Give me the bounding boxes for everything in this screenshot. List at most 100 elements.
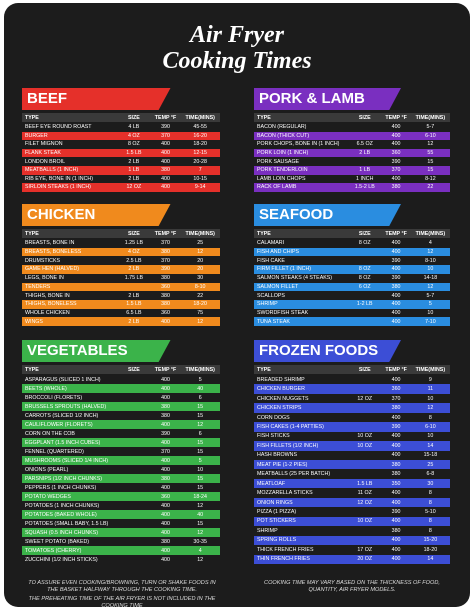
table-cell: LEGS, BONE IN bbox=[25, 275, 64, 282]
table-cell: 380 bbox=[161, 403, 170, 410]
table-cell: LAMB LOIN CHOPS bbox=[257, 175, 306, 182]
table-cell: CORN ON THE COB bbox=[25, 430, 75, 437]
table-row: PORK SAUSAGE 390 15 bbox=[254, 157, 450, 166]
table-cell: 4 OZ bbox=[127, 132, 140, 139]
column-label: TIME(MINS) bbox=[185, 230, 215, 237]
table-row: CAULIFLOWER (FLORETS) 400 12 bbox=[22, 420, 220, 429]
table-cell: SHRIMP bbox=[257, 527, 278, 534]
column-header: TYPE SIZE TEMP °F TIME(MINS) bbox=[254, 113, 450, 122]
table-cell: MOZZARELLA STICKS bbox=[257, 490, 313, 497]
table-cell: 17 OZ bbox=[357, 546, 373, 553]
table-cell: 380 bbox=[391, 471, 401, 478]
title-line: Cooking Times bbox=[162, 48, 312, 74]
table-cell: BEEF EYE ROUND ROAST bbox=[25, 124, 92, 131]
table-cell: 400 bbox=[391, 266, 401, 273]
table-row: TUNA STEAK 400 7-10 bbox=[254, 317, 450, 326]
table-cell: 400 bbox=[391, 499, 401, 506]
table-cell: BACON (REGULAR) bbox=[257, 124, 307, 131]
table-row: LEGS, BONE IN 1.75 LB 380 30 bbox=[22, 273, 220, 283]
table-cell: 400 bbox=[391, 240, 401, 247]
table-cell: 2 LB bbox=[128, 292, 140, 299]
table-cell: 14 bbox=[427, 442, 434, 449]
table-cell: 20 bbox=[197, 257, 204, 264]
table-cell: BACON (THICK CUT) bbox=[257, 132, 310, 139]
table-cell: CARROTS (SLICED 1/2 INCH) bbox=[25, 412, 99, 419]
section-title: VEGETABLES bbox=[22, 340, 171, 362]
column-label: TEMP °F bbox=[385, 366, 407, 373]
table-cell: 8 OZ bbox=[127, 141, 140, 148]
table-row: BREADED SHRIMP 400 9 bbox=[254, 375, 450, 385]
table-row: TENDERS 360 8-10 bbox=[22, 282, 220, 292]
table-cell: 7-10 bbox=[425, 318, 436, 325]
table-cell: 1-2 LB bbox=[356, 301, 373, 308]
table-cell: SQUASH (0.5 INCH CHUNKS) bbox=[25, 529, 98, 536]
table-cell: 370 bbox=[161, 448, 170, 455]
table-cell: POTATO WEDGES bbox=[25, 493, 71, 500]
table-cell: 400 bbox=[391, 309, 401, 316]
table-cell: PORK SAUSAGE bbox=[257, 158, 300, 165]
table-row: BACON (REGULAR) 400 5-7 bbox=[254, 123, 450, 132]
table-row: MUSHROOMS (SLICED 1/4 INCH) 400 5 bbox=[22, 456, 220, 465]
footer-note: THE PREHEATING TIME OF THE AIR FRYER IS … bbox=[28, 596, 216, 609]
table-cell: TOMATOES (CHERRY) bbox=[25, 547, 82, 554]
table-row: FLANK STEAK 1.5 LB 400 12-15 bbox=[22, 148, 220, 158]
table-row: CHICKEN BURGER 360 11 bbox=[254, 384, 450, 394]
table-cell: 400 bbox=[161, 150, 170, 157]
table-row: SQUASH (0.5 INCH CHUNKS) 400 12 bbox=[22, 528, 220, 537]
table-cell: 400 bbox=[391, 452, 401, 459]
section-title: FROZEN FOODS bbox=[254, 340, 401, 362]
table-row: FISH CAKES (1-4 PATTIES) 390 6-10 bbox=[254, 422, 450, 432]
table-row: WHOLE CHICKEN 6.5 LB 360 75 bbox=[22, 308, 220, 318]
table-cell: 1 LB bbox=[128, 167, 140, 174]
table-cell: POTATOES (SMALL BABY, 1.5 LB) bbox=[25, 520, 109, 527]
column-label: TEMP °F bbox=[385, 114, 407, 121]
table-cell: THICK FRENCH FRIES bbox=[257, 546, 314, 553]
table-cell: 1.5 LB bbox=[357, 480, 373, 487]
table-cell: 380 bbox=[391, 405, 401, 412]
column-label: TYPE bbox=[25, 366, 39, 373]
table-cell: BURGER bbox=[25, 132, 48, 139]
table-cell: 12-15 bbox=[193, 150, 207, 157]
table-cell: BREADED SHRIMP bbox=[257, 376, 305, 383]
table-cell: 380 bbox=[161, 167, 170, 174]
table-cell: 15-20 bbox=[423, 537, 438, 544]
table-cell: EGGPLANT (1.5 INCH CUBES) bbox=[25, 439, 101, 446]
table-row: ONIONS (PEARL) 400 10 bbox=[22, 465, 220, 474]
table-cell: 370 bbox=[161, 132, 170, 139]
table-cell: 370 bbox=[161, 257, 170, 264]
table-cell: 1.5 LB bbox=[126, 150, 142, 157]
table-cell: 400 bbox=[391, 376, 401, 383]
table-row: SHRIMP 1-2 LB 400 5 bbox=[254, 299, 450, 309]
section-title: CHICKEN bbox=[22, 204, 171, 226]
table-cell: 400 bbox=[161, 466, 170, 473]
table-cell: 15 bbox=[197, 403, 204, 410]
table-cell: 1.75 LB bbox=[124, 275, 143, 282]
table-row: CALAMARI 8 OZ 400 4 bbox=[254, 239, 450, 248]
table-cell: 400 bbox=[391, 124, 401, 131]
table-row: POTATO WEDGES 360 18-24 bbox=[22, 492, 220, 501]
table-row: MEATLOAF 1.5 LB 350 30 bbox=[254, 478, 450, 489]
table-cell: 10 OZ bbox=[357, 442, 373, 449]
table-cell: 390 bbox=[161, 430, 170, 437]
table-cell: 360 bbox=[161, 493, 170, 500]
table-cell: 400 bbox=[161, 394, 170, 401]
table-row: HASH BROWNS 400 15-18 bbox=[254, 450, 450, 461]
table-cell: LONDON BROIL bbox=[25, 158, 66, 165]
column-label: TYPE bbox=[25, 230, 39, 237]
table-row: RIB EYE, BONE IN (1 INCH) 2 LB 400 10-15 bbox=[22, 174, 220, 184]
table-cell: 400 bbox=[391, 175, 401, 182]
table-cell: 400 bbox=[161, 439, 170, 446]
table-cell: 8 bbox=[428, 518, 432, 525]
table-row: MEATBALLS (25 PER BATCH) 380 6-8 bbox=[254, 469, 450, 479]
table-cell: 400 bbox=[161, 502, 170, 509]
table-row: THIGHS, BONELESS 1.5 LB 380 18-20 bbox=[22, 299, 220, 309]
table-cell: 4 bbox=[428, 240, 432, 247]
table-cell: 10-15 bbox=[193, 175, 207, 182]
section-title: PORK & LAMB bbox=[254, 88, 401, 110]
table-cell: 2 LB bbox=[128, 266, 140, 273]
table-cell: 5 bbox=[428, 301, 432, 308]
table-cell: 10 bbox=[197, 466, 204, 473]
table-cell: 45-55 bbox=[193, 124, 207, 131]
table-row: FENNEL (QUARTERED) 370 15 bbox=[22, 447, 220, 456]
table-cell: MEATBALLS (25 PER BATCH) bbox=[257, 471, 331, 478]
